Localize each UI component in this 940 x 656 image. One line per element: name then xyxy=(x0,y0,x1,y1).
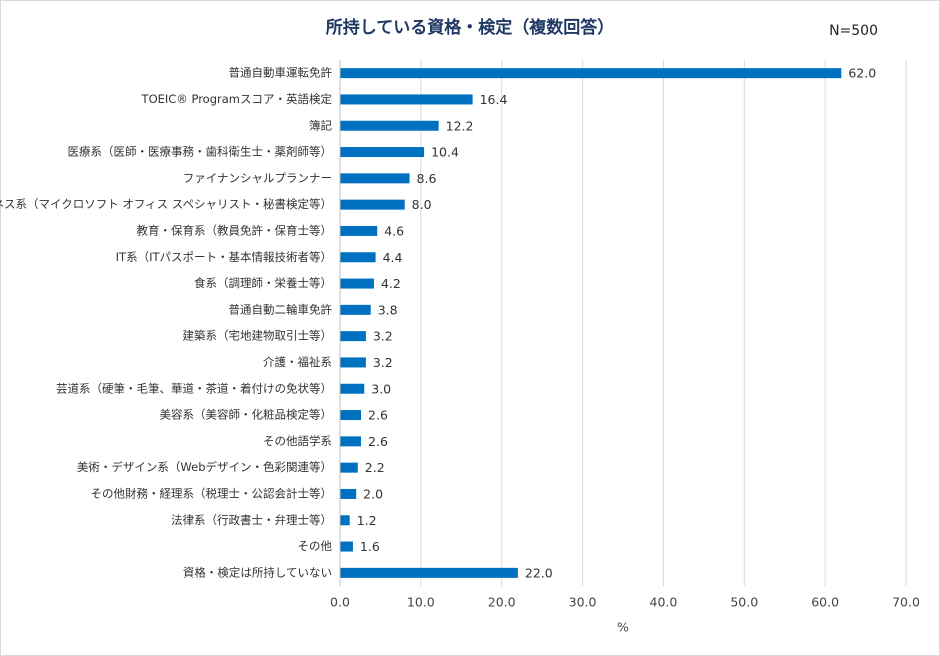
bar xyxy=(340,173,410,184)
value-label: 62.0 xyxy=(848,66,876,81)
value-label: 4.6 xyxy=(384,223,404,238)
bar xyxy=(340,225,378,236)
value-label: 3.8 xyxy=(378,302,398,317)
x-tick-label: 60.0 xyxy=(811,595,839,610)
bar xyxy=(340,252,376,263)
value-label: 2.0 xyxy=(363,486,383,501)
y-tick-label: 医療系（医師・医療事務・歯科衛生士・薬剤師等） xyxy=(68,145,333,159)
y-tick-label: TOEIC® Programスコア・英語検定 xyxy=(141,92,333,106)
bar xyxy=(340,120,439,131)
value-label: 1.6 xyxy=(360,539,380,554)
value-label: 4.4 xyxy=(383,250,403,265)
value-label: 2.2 xyxy=(365,460,385,475)
bar xyxy=(340,488,357,499)
x-tick-label: 40.0 xyxy=(650,595,678,610)
x-tick-label: 20.0 xyxy=(488,595,516,610)
y-tick-label: IT系（ITパスポート・基本情報技術者等） xyxy=(116,250,332,264)
value-label: 4.2 xyxy=(381,276,401,291)
y-tick-label: 美術・デザイン系（Webデザイン・色彩関連等） xyxy=(77,460,332,474)
y-tick-label: ファイナンシャルプランナー xyxy=(183,171,332,185)
bar xyxy=(340,567,518,578)
y-tick-label: その他 xyxy=(298,539,333,553)
bar xyxy=(340,94,473,105)
value-label: 8.6 xyxy=(417,171,437,186)
value-label: 16.4 xyxy=(480,92,508,107)
bar xyxy=(340,147,425,158)
value-label: 22.0 xyxy=(525,565,553,580)
bar xyxy=(340,331,366,342)
value-label: 8.0 xyxy=(412,197,432,212)
value-label: 10.4 xyxy=(431,145,459,160)
y-tick-label: その他財務・経理系（税理士・公認会計士等） xyxy=(91,486,333,500)
bar xyxy=(340,515,350,526)
bar xyxy=(340,199,405,210)
y-tick-label: 普通自動二輪車免許 xyxy=(229,302,333,316)
bar xyxy=(340,410,362,421)
y-tick-label: 資格・検定は所持していない xyxy=(183,565,332,579)
value-label: 3.2 xyxy=(373,329,393,344)
y-tick-label: 建築系（宅地建物取引士等） xyxy=(183,329,333,343)
bar xyxy=(340,541,353,552)
value-label: 2.6 xyxy=(368,408,388,423)
value-label: 2.6 xyxy=(368,434,388,449)
value-label: 3.0 xyxy=(371,381,391,396)
bar xyxy=(340,462,358,473)
sample-size: N=500 xyxy=(829,23,878,39)
y-tick-label: 法律系（行政書士・弁理士等） xyxy=(171,513,332,527)
value-label: 3.2 xyxy=(373,355,393,370)
x-tick-label: 50.0 xyxy=(730,595,758,610)
y-tick-label: 普通自動車運転免許 xyxy=(229,66,333,80)
value-label: 1.2 xyxy=(357,513,377,528)
bar xyxy=(340,436,362,447)
y-tick-label: 簿記 xyxy=(309,118,332,132)
y-tick-label: 美容系（美容師・化粧品検定等） xyxy=(160,408,333,422)
value-label: 12.2 xyxy=(446,118,474,133)
bar xyxy=(340,68,842,79)
y-tick-label: ビジネス系（マイクロソフト オフィス スペシャリスト・秘書検定等） xyxy=(0,197,332,211)
x-tick-label: 70.0 xyxy=(892,595,920,610)
y-tick-label: 食系（調理師・栄養士等） xyxy=(194,276,332,290)
x-tick-label: 30.0 xyxy=(569,595,597,610)
chart-title: 所持している資格・検定（複数回答） xyxy=(326,17,615,38)
bar xyxy=(340,278,374,289)
bar xyxy=(340,357,366,368)
y-tick-label: その他語学系 xyxy=(263,434,332,448)
y-tick-label: 芸道系（硬筆・毛筆、華道・茶道・着付けの免状等） xyxy=(56,381,332,395)
bar xyxy=(340,304,371,315)
y-tick-label: 教育・保育系（教員免許・保育士等） xyxy=(137,223,333,237)
y-tick-label: 介護・福祉系 xyxy=(263,355,332,369)
x-tick-label: 10.0 xyxy=(407,595,435,610)
bar xyxy=(340,383,365,394)
x-axis-label: % xyxy=(617,620,629,635)
x-tick-label: 0.0 xyxy=(330,595,350,610)
